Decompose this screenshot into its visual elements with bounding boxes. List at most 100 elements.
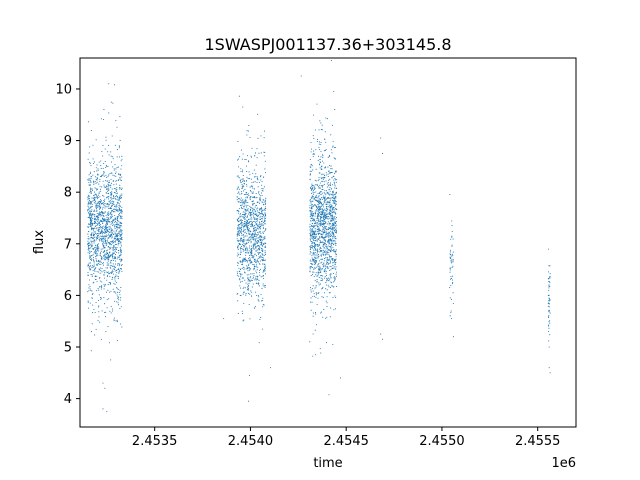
data-point [549,282,551,284]
data-point [264,273,266,275]
data-point [109,226,111,228]
data-point [328,226,330,228]
data-point [252,237,255,239]
data-point [100,214,102,216]
data-point [263,209,265,211]
data-point [104,387,106,389]
data-point [238,231,240,233]
data-point [243,182,245,185]
data-point [107,190,109,192]
data-point [115,239,117,241]
data-point [90,181,92,183]
data-point [110,218,112,220]
data-point [112,270,114,273]
data-point [107,193,109,195]
data-point [237,252,239,254]
data-point [548,340,550,342]
data-point [105,256,107,258]
data-point [313,186,315,188]
data-point [312,315,314,317]
data-point [89,162,91,164]
data-point [325,233,327,236]
data-point [93,231,95,233]
data-point [103,200,105,202]
data-point [87,199,89,201]
data-point [333,200,335,202]
data-point [549,372,551,374]
data-point [110,359,112,361]
data-point [99,227,101,229]
data-point [320,216,323,218]
data-point [118,297,120,299]
data-point [318,208,320,210]
data-point [90,192,92,195]
data-point [323,232,326,234]
data-point [89,171,91,173]
data-point [310,206,313,208]
data-point [314,312,317,314]
data-point [262,299,264,301]
data-point [252,191,254,193]
data-point [256,210,258,212]
data-point [244,158,246,161]
data-point [92,162,95,165]
data-point [261,249,263,251]
data-point [94,187,96,189]
data-point [113,195,115,197]
data-point [87,205,89,207]
data-point [310,309,312,311]
data-point [240,233,242,235]
data-point [242,248,244,250]
data-point [106,203,108,206]
data-point [249,231,251,233]
data-point [88,231,90,233]
data-point [312,295,314,297]
data-point [252,203,254,205]
data-point [322,296,324,298]
data-point [121,270,123,273]
data-point [247,213,249,215]
data-point [90,274,92,276]
data-point [322,275,324,277]
data-point [325,203,327,206]
data-point [321,210,323,212]
data-point [316,278,318,281]
data-point [249,174,251,176]
data-point [116,239,118,241]
x-tick-label: 2.4555 [515,434,561,449]
data-point [317,233,320,236]
data-point [88,249,90,251]
data-point [334,279,336,281]
data-point [332,267,334,269]
data-point [250,276,252,278]
data-point [243,235,245,237]
data-point [335,158,337,160]
data-point [259,318,261,321]
data-point [99,280,101,282]
data-point [334,241,336,243]
data-point [317,245,319,247]
data-point [116,201,118,203]
data-point [335,218,337,220]
data-point [263,216,266,218]
data-point [89,187,91,189]
data-point [324,226,327,228]
data-point [320,203,322,205]
data-point [323,231,325,233]
data-point [121,211,123,213]
data-point [88,184,90,186]
data-point [88,223,90,225]
data-point [326,252,328,254]
data-point [88,242,90,244]
data-point [105,224,107,226]
data-point [334,227,336,229]
data-point [328,197,330,200]
data-point [334,222,336,224]
data-point [96,237,98,239]
y-tick-label: 9 [64,134,72,149]
data-point [332,196,334,198]
data-point [260,192,263,194]
data-point [121,326,123,328]
data-point [316,231,319,233]
data-point [253,213,255,215]
